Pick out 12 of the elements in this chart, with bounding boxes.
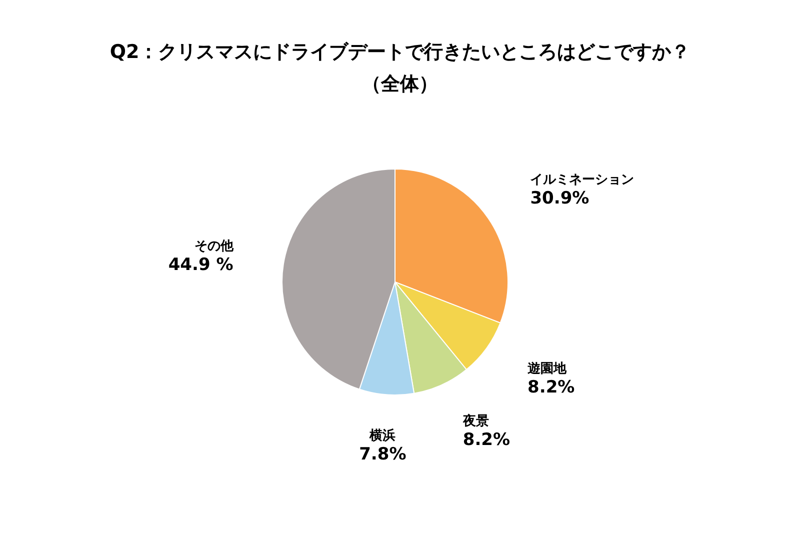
slice-label: 夜景: [462, 413, 489, 430]
chart-subtitle: （全体）: [362, 73, 438, 95]
chart-title: Q2：クリスマスにドライブデートで行きたいところはどこですか？: [110, 41, 690, 63]
data-label: 8.2%: [528, 377, 575, 398]
data-label: 30.9%: [530, 188, 590, 208]
slice-label: イルミネーション: [530, 172, 634, 188]
data-label: 7.8%: [359, 444, 406, 464]
slice-label: 遊園地: [528, 361, 568, 376]
data-label: 44.9 %: [168, 254, 234, 275]
slice-label: その他: [194, 238, 234, 254]
data-label: 8.2%: [462, 430, 510, 450]
slice-label: 横浜: [368, 427, 396, 444]
